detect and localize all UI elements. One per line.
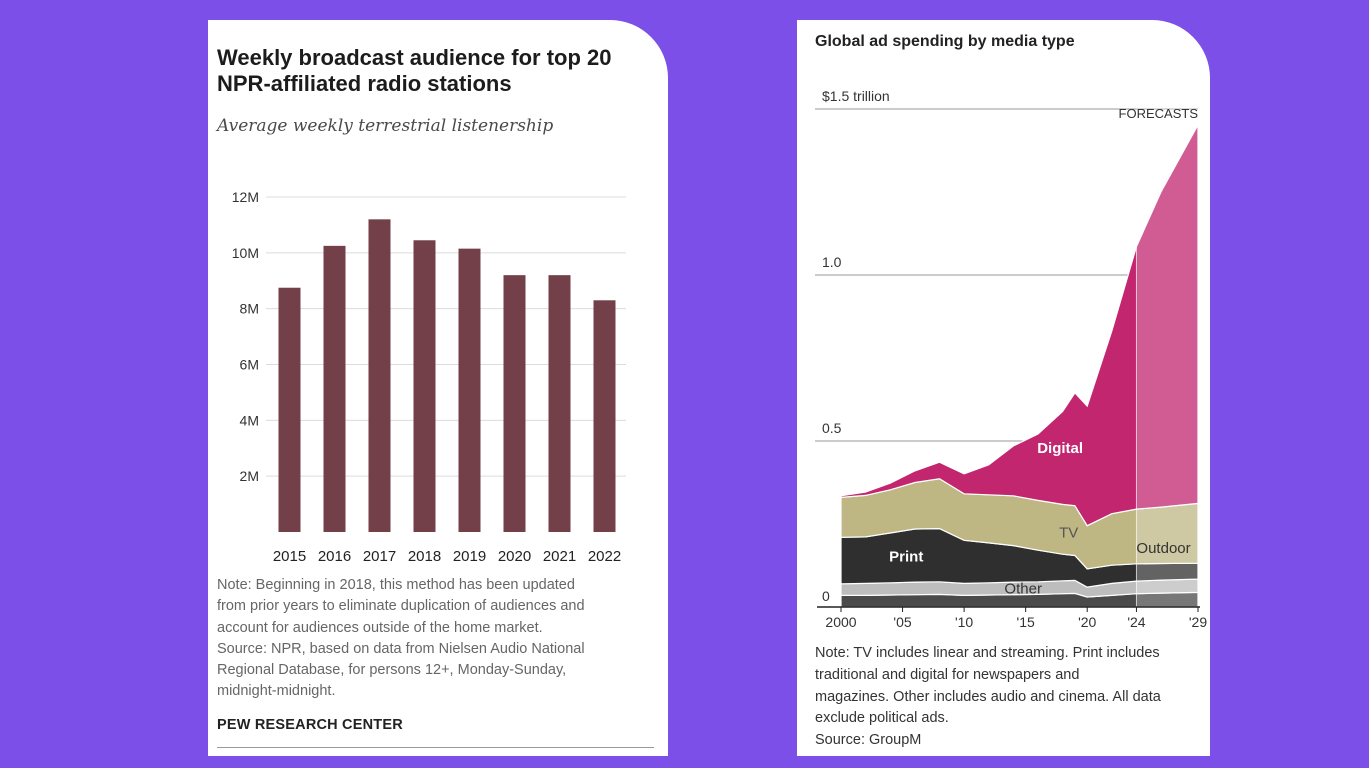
chart-note: Note: TV includes linear and streaming. …	[815, 643, 1205, 752]
note-line: Regional Database, for persons 12+, Mond…	[217, 662, 567, 679]
note-line: from prior years to eliminate duplicatio…	[217, 598, 585, 615]
note-line: Source: GroupM	[815, 732, 922, 749]
x-tick-label: 2020	[498, 548, 531, 565]
note-line: magazines. Other includes audio and cine…	[815, 688, 1161, 705]
bar-2017	[368, 219, 391, 533]
bottom-divider	[217, 747, 654, 748]
bar-2021	[548, 275, 571, 532]
bar-2022	[593, 300, 616, 532]
area-digital	[840, 124, 1199, 527]
y-tick-label: 8M	[240, 301, 259, 317]
pew-brand: PEW RESEARCH CENTER	[217, 717, 403, 733]
chart-title: Weekly broadcast audience for top 20 NPR…	[217, 45, 612, 96]
chart-note: Note: Beginning in 2018, this method has…	[217, 575, 657, 703]
forecast-label: FORECASTS	[1119, 106, 1199, 121]
chart-title: Global ad spending by media type	[815, 33, 1075, 50]
ad-spending-card: Global ad spending by media type 0 0.5 1.0…	[797, 20, 1210, 756]
y-tick-label: 2M	[240, 468, 259, 484]
x-tick-label: '10	[955, 614, 973, 630]
y-tick-label: $1.5 trillion	[822, 88, 890, 104]
bar-2015	[278, 287, 301, 532]
series-label-digital: Digital	[1037, 440, 1083, 457]
x-tick-label: 2015	[273, 548, 306, 565]
x-tick-label: 2000	[825, 614, 856, 630]
note-line: Note: TV includes linear and streaming. …	[815, 645, 1160, 661]
y-tick-label: 12M	[232, 189, 259, 205]
bar-2020	[503, 275, 526, 532]
bar-chart: 2M 4M 6M 8M 10M 12M 2015 2016 2017 2018 2019 2020 2…	[232, 189, 626, 565]
chart-subtitle: Average weekly terrestrial listenership	[217, 116, 554, 136]
x-tick-label: 2016	[318, 548, 351, 565]
series-label-other: Other	[1004, 580, 1042, 597]
bar-2019	[458, 248, 481, 532]
x-tick-label: 2022	[588, 548, 621, 565]
x-tick-label: '15	[1017, 614, 1035, 630]
note-line: Source: NPR, based on data from Nielsen …	[217, 640, 585, 657]
bar-2016	[323, 245, 346, 532]
x-tick-label: '24	[1127, 614, 1145, 630]
series-label-tv: TV	[1059, 524, 1078, 541]
x-tick-label: 2017	[363, 548, 396, 565]
y-tick-label: 1.0	[822, 254, 842, 270]
x-tick-label: '05	[893, 614, 911, 630]
x-tick-label: 2019	[453, 548, 486, 565]
y-tick-label: 6M	[240, 357, 259, 373]
note-line: traditional and digital for newspapers a…	[815, 666, 1080, 683]
note-line: midnight-midnight.	[217, 683, 336, 700]
forecast-shade	[1136, 91, 1198, 607]
series-label-outdoor: Outdoor	[1136, 540, 1190, 557]
note-line: exclude political ads.	[815, 710, 949, 727]
bar-2018	[413, 240, 436, 533]
x-tick-label: '20	[1078, 614, 1096, 630]
note-line: account for audiences outside of the hom…	[217, 619, 543, 636]
y-tick-label: 4M	[240, 412, 259, 428]
x-tick-label: 2018	[408, 548, 441, 565]
y-tick-label: 0	[822, 588, 830, 604]
y-tick-label: 0.5	[822, 420, 842, 436]
npr-audience-card: Weekly broadcast audience for top 20 NPR…	[208, 20, 668, 756]
x-tick-label: '29	[1189, 614, 1207, 630]
x-tick-label: 2021	[543, 548, 576, 565]
y-tick-label: 10M	[232, 245, 259, 261]
series-label-print: Print	[889, 548, 923, 565]
area-chart: 0 0.5 1.0 $1.5 trillion FORECASTS 2000 '05 '10…	[815, 88, 1207, 630]
note-line: Note: Beginning in 2018, this method has…	[217, 577, 575, 593]
